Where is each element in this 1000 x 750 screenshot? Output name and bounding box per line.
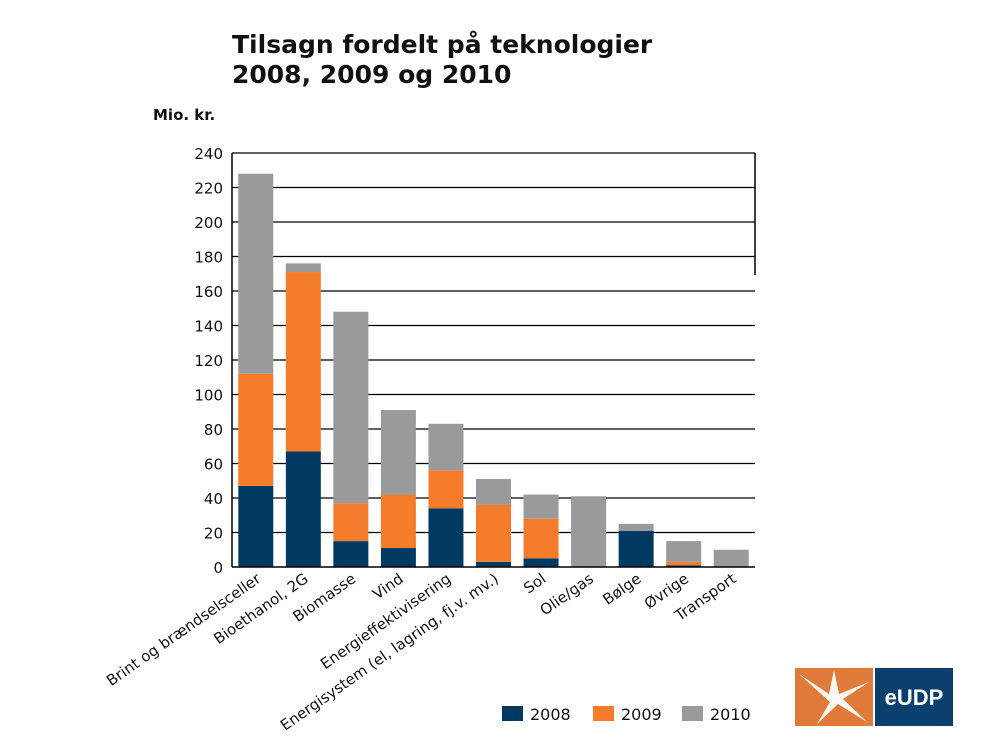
logo-text: eUDP	[885, 685, 944, 710]
bar-segment-2008	[286, 451, 321, 567]
legend-label: 2009	[621, 705, 662, 724]
bar-segment-2009	[381, 495, 416, 548]
legend-swatch-2010	[682, 706, 703, 721]
bar-segment-2010	[666, 541, 701, 562]
legend-label: 2008	[530, 705, 571, 724]
y-tick-label: 200	[194, 214, 223, 232]
bar-segment-2009	[428, 470, 463, 508]
bar-segment-2010	[714, 550, 749, 567]
bar-segment-2009	[476, 505, 511, 562]
bar-segment-2010	[571, 496, 606, 567]
y-tick-label: 0	[213, 559, 223, 577]
bar-segment-2008	[619, 531, 654, 567]
bar-segment-2009	[524, 519, 559, 559]
y-tick-label: 240	[194, 145, 223, 163]
x-tick-label: Olie/gas	[537, 569, 597, 619]
bar-segment-2010	[619, 524, 654, 531]
x-tick-label: Vind	[369, 570, 406, 604]
y-tick-label: 60	[204, 456, 223, 474]
bar-segment-2010	[333, 312, 368, 503]
bar-segment-2009	[333, 503, 368, 541]
bar-segment-2009	[286, 272, 321, 451]
bar-segment-2008	[428, 508, 463, 567]
y-tick-label: 180	[194, 249, 223, 267]
y-tick-label: 100	[194, 387, 223, 405]
bar-segment-2010	[428, 424, 463, 471]
y-tick-label: 40	[204, 490, 223, 508]
bar-segment-2009	[666, 562, 701, 565]
eudp-logo: eUDP	[795, 668, 953, 726]
bar-segment-2008	[238, 486, 273, 567]
x-tick-label: Sol	[520, 570, 549, 598]
y-tick-label: 80	[204, 421, 223, 439]
y-tick-label: 160	[194, 283, 223, 301]
x-tick-label: Bølge	[599, 570, 644, 609]
bar-segment-2010	[381, 410, 416, 495]
y-tick-label: 140	[194, 318, 223, 336]
legend-swatch-2008	[502, 706, 523, 721]
bar-segment-2010	[238, 174, 273, 374]
bar-segment-2010	[524, 495, 559, 519]
y-tick-label: 20	[204, 525, 223, 543]
bar-segment-2008	[381, 548, 416, 567]
bar-segment-2010	[476, 479, 511, 505]
bar-segment-2008	[476, 562, 511, 567]
y-tick-label: 120	[194, 352, 223, 370]
bar-segment-2010	[286, 263, 321, 272]
bar-segment-2008	[524, 558, 559, 567]
y-tick-label: 220	[194, 180, 223, 198]
bar-segment-2009	[238, 374, 273, 486]
legend-swatch-2009	[593, 706, 614, 721]
legend-label: 2010	[710, 705, 751, 724]
bar-segment-2008	[333, 541, 368, 567]
